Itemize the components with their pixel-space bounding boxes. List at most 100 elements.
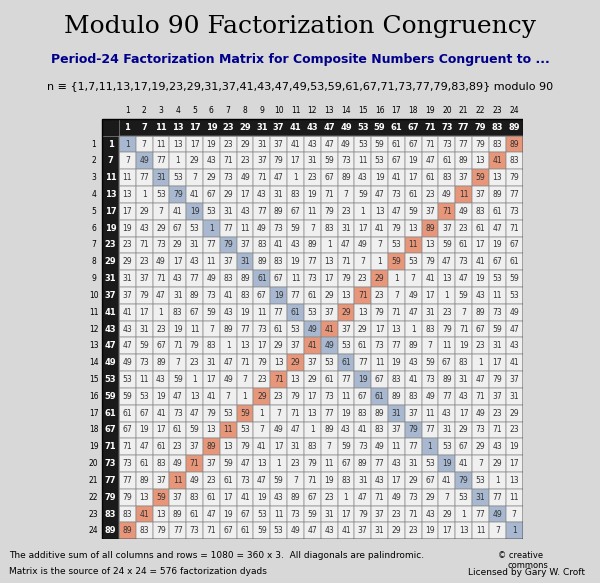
Bar <box>455 455 472 472</box>
Text: 31: 31 <box>274 190 283 199</box>
Text: 73: 73 <box>274 224 284 233</box>
Bar <box>270 203 287 220</box>
Text: 67: 67 <box>240 510 250 518</box>
Text: 31: 31 <box>122 274 132 283</box>
Bar <box>220 438 236 455</box>
Text: 77: 77 <box>341 375 351 384</box>
Text: Modulo 90 Factorization Congruency: Modulo 90 Factorization Congruency <box>64 15 536 38</box>
Bar <box>287 304 304 321</box>
Text: 17: 17 <box>392 476 401 485</box>
Text: 49: 49 <box>442 190 452 199</box>
Bar <box>186 254 203 270</box>
Text: 71: 71 <box>424 123 436 132</box>
Bar <box>236 237 253 254</box>
Text: 37: 37 <box>324 308 334 317</box>
Bar <box>338 136 355 153</box>
Bar <box>489 270 506 287</box>
Bar <box>321 304 338 321</box>
Text: 17: 17 <box>122 207 132 216</box>
Text: 53: 53 <box>392 240 401 250</box>
Text: 17: 17 <box>190 139 199 149</box>
Text: 73: 73 <box>223 173 233 182</box>
Text: 67: 67 <box>324 173 334 182</box>
Bar <box>388 438 405 455</box>
Text: 23: 23 <box>156 325 166 333</box>
Bar <box>270 354 287 371</box>
Bar <box>102 220 119 237</box>
Bar <box>287 472 304 489</box>
Text: 59: 59 <box>442 240 452 250</box>
Bar <box>321 354 338 371</box>
Bar <box>422 371 439 388</box>
Bar <box>388 388 405 405</box>
Bar <box>169 354 186 371</box>
Text: 61: 61 <box>307 291 317 300</box>
Text: 41: 41 <box>375 224 385 233</box>
Text: 19: 19 <box>139 426 149 434</box>
Text: 49: 49 <box>375 442 385 451</box>
Text: 11: 11 <box>358 156 368 166</box>
Text: 79: 79 <box>493 375 502 384</box>
Text: 7: 7 <box>461 308 466 317</box>
Bar <box>203 455 220 472</box>
Text: 17: 17 <box>392 106 401 115</box>
Bar <box>388 422 405 438</box>
Bar <box>338 455 355 472</box>
Bar <box>422 388 439 405</box>
Text: 31: 31 <box>476 493 485 502</box>
Bar <box>422 220 439 237</box>
Text: 59: 59 <box>375 139 385 149</box>
Text: 31: 31 <box>156 173 166 182</box>
Text: 31: 31 <box>256 123 268 132</box>
Bar <box>338 489 355 505</box>
Bar <box>371 254 388 270</box>
Bar <box>186 220 203 237</box>
Bar <box>355 270 371 287</box>
Text: 49: 49 <box>425 392 435 401</box>
Text: 79: 79 <box>341 274 351 283</box>
Text: 47: 47 <box>274 173 284 182</box>
Text: 49: 49 <box>290 526 301 535</box>
Bar <box>287 287 304 304</box>
Text: 37: 37 <box>190 442 199 451</box>
Bar <box>455 304 472 321</box>
Bar <box>304 203 321 220</box>
Bar <box>236 354 253 371</box>
Bar <box>338 354 355 371</box>
Text: 17: 17 <box>358 224 368 233</box>
Text: 59: 59 <box>290 224 301 233</box>
Text: 13: 13 <box>476 156 485 166</box>
Bar <box>236 153 253 169</box>
Bar <box>169 153 186 169</box>
Bar <box>422 489 439 505</box>
Text: 7: 7 <box>344 190 349 199</box>
Text: 13: 13 <box>325 106 334 115</box>
Text: 4: 4 <box>91 190 96 199</box>
Text: 49: 49 <box>139 156 149 166</box>
Bar <box>355 388 371 405</box>
Bar <box>506 304 523 321</box>
Text: 47: 47 <box>375 190 385 199</box>
Text: 6: 6 <box>91 224 96 233</box>
Text: 59: 59 <box>425 358 435 367</box>
Text: 29: 29 <box>325 291 334 300</box>
Text: 23: 23 <box>139 257 149 266</box>
Bar <box>102 237 119 254</box>
Bar <box>355 338 371 354</box>
Text: 23: 23 <box>173 442 182 451</box>
Text: 11: 11 <box>206 257 216 266</box>
Bar <box>236 388 253 405</box>
Text: 53: 53 <box>223 409 233 417</box>
Bar <box>203 270 220 287</box>
Bar <box>169 472 186 489</box>
Bar <box>119 522 136 539</box>
Text: 89: 89 <box>341 173 351 182</box>
Bar <box>304 388 321 405</box>
Bar <box>489 287 506 304</box>
Text: 13: 13 <box>274 358 283 367</box>
Bar <box>371 287 388 304</box>
Bar <box>321 287 338 304</box>
Text: 10: 10 <box>89 291 98 300</box>
Bar <box>236 522 253 539</box>
Bar <box>355 321 371 338</box>
